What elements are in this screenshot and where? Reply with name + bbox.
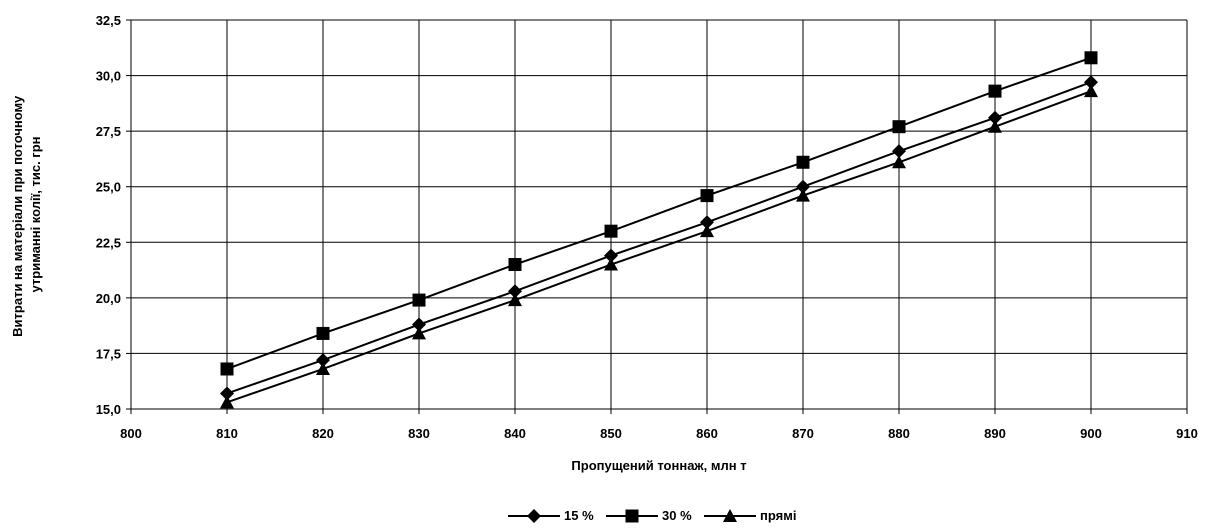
data-point-diamond (988, 110, 1002, 125)
legend-item-square: 30 % (606, 508, 692, 523)
y-axis-title-line-1: Витрати на матеріали при поточному (10, 95, 25, 337)
x-tick-label: 820 (312, 426, 334, 441)
data-point-diamond (316, 353, 330, 368)
data-point-triangle (988, 119, 1002, 133)
data-point-triangle (220, 395, 234, 409)
y-tick-label: 20,0 (96, 291, 121, 306)
series-line-diamond (226, 81, 1092, 395)
y-tick-label: 17,5 (96, 346, 121, 361)
data-point-square (412, 293, 426, 307)
x-tick-label: 800 (120, 426, 142, 441)
y-axis-title: Витрати на матеріали при поточному утрим… (10, 92, 43, 337)
data-point-square (892, 120, 906, 134)
tick-labels: 800 810 820 830 840 850 860 870 880 890 900 910 15,0… (96, 13, 1198, 441)
data-point-diamond (796, 179, 810, 194)
series-lines (220, 51, 1098, 409)
data-point-triangle (316, 361, 330, 375)
legend-label: прямі (760, 508, 796, 523)
series-diamond (220, 75, 1098, 401)
data-point-square (700, 189, 714, 203)
data-point-triangle (508, 293, 522, 307)
x-tick-label: 850 (600, 426, 622, 441)
y-tick-label: 15,0 (96, 402, 121, 417)
legend-marker-diamond (527, 509, 541, 523)
series-line-triangle (226, 90, 1092, 404)
legend-marker-square (625, 509, 639, 523)
legend-marker-triangle (723, 509, 737, 522)
series-line-square (226, 56, 1092, 370)
series-square (220, 51, 1098, 376)
data-point-square (1084, 51, 1098, 65)
legend-label: 30 % (662, 508, 692, 523)
x-tick-label: 860 (696, 426, 718, 441)
y-tick-label: 27,5 (96, 124, 121, 139)
data-point-square (316, 326, 330, 340)
data-point-square (508, 258, 522, 272)
y-tick-label: 30,0 (96, 69, 121, 84)
data-point-diamond (892, 144, 906, 159)
data-point-diamond (700, 215, 714, 230)
data-point-diamond (412, 317, 426, 332)
x-tick-label: 880 (888, 426, 910, 441)
x-tick-label: 810 (216, 426, 238, 441)
legend: 15 % 30 % прямі (508, 508, 796, 523)
y-tick-label: 22,5 (96, 235, 121, 250)
data-point-triangle (412, 326, 426, 340)
legend-item-diamond: 15 % (508, 508, 594, 523)
data-point-diamond (1084, 75, 1098, 90)
legend-item-triangle: прямі (704, 508, 796, 523)
x-tick-label: 840 (504, 426, 526, 441)
legend-label: 15 % (564, 508, 594, 523)
x-tick-label: 830 (408, 426, 430, 441)
data-point-diamond (508, 284, 522, 299)
data-point-square (604, 224, 618, 238)
data-point-square (220, 362, 234, 376)
data-point-diamond (220, 386, 234, 401)
data-point-triangle (892, 155, 906, 169)
data-point-square (796, 155, 810, 169)
y-axis-title-line-2: утриманні колії, тис. грн (28, 136, 43, 292)
x-tick-label: 900 (1080, 426, 1102, 441)
x-axis-title: Пропущений тоннаж, млн т (571, 458, 746, 473)
data-point-square (988, 84, 1002, 98)
x-tick-label: 890 (984, 426, 1006, 441)
y-tick-label: 25,0 (96, 180, 121, 195)
x-tick-label: 910 (1176, 426, 1198, 441)
axis-titles: Пропущений тоннаж, млн т Витрати на мате… (10, 92, 747, 473)
data-point-triangle (796, 188, 810, 202)
data-point-diamond (604, 248, 618, 263)
grid (126, 19, 1188, 414)
x-tick-label: 870 (792, 426, 814, 441)
data-point-triangle (1084, 84, 1098, 98)
y-tick-label: 32,5 (96, 13, 121, 28)
series-triangle (220, 84, 1098, 409)
data-point-triangle (604, 257, 618, 271)
data-point-triangle (700, 224, 714, 238)
